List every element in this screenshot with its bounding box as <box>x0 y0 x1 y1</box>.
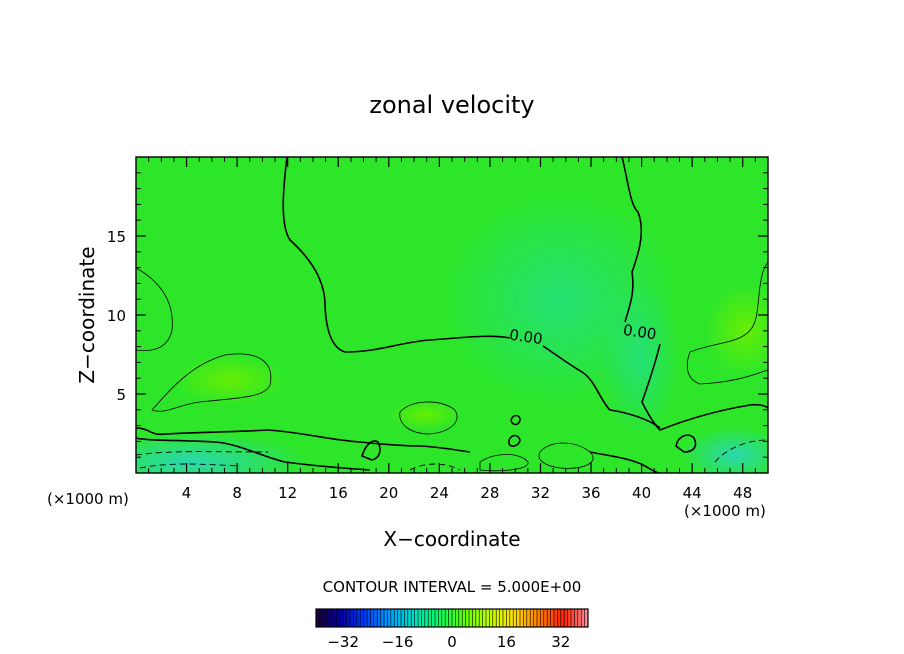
zero-contour <box>136 427 471 453</box>
contour-line-thin <box>479 454 529 472</box>
zero-contour <box>621 157 643 323</box>
contour-line-thin <box>686 261 768 385</box>
y-axis: 5 10 15 <box>107 228 768 404</box>
zero-contour <box>510 414 521 426</box>
y-tick-label: 10 <box>107 307 126 325</box>
zero-contour <box>589 451 661 473</box>
cyan-pool <box>136 432 310 473</box>
x-tick-label: 8 <box>232 484 242 502</box>
contour-line-thin <box>538 442 594 469</box>
cool-core-region <box>600 280 680 440</box>
colorbar-tick-label: 16 <box>497 633 516 651</box>
y-tick-label: 15 <box>107 228 126 246</box>
x-tick-label: 4 <box>182 484 192 502</box>
x-tick-label: 20 <box>379 484 398 502</box>
x-axis: 4 8 12 16 20 24 28 32 36 40 44 48 <box>182 157 752 502</box>
zero-contour <box>641 343 768 431</box>
x-unit-label-left: (×1000 m) <box>47 490 129 508</box>
warm-spot <box>390 400 460 430</box>
zero-contour <box>675 434 697 453</box>
zero-contour <box>136 437 371 471</box>
contour-value-label: 0.00 <box>508 326 544 348</box>
x-tick-label: 12 <box>278 484 297 502</box>
colorbar-tick-label: −16 <box>382 633 414 651</box>
contour-line-thin <box>136 267 173 351</box>
plot-area <box>136 157 768 473</box>
frame-minor-ticks <box>136 157 768 473</box>
cyan-pool <box>680 427 768 473</box>
colorbar-tick-label: 0 <box>447 633 457 651</box>
colorbar-frame <box>315 608 589 628</box>
y-axis-title: Z−coordinate <box>75 246 99 383</box>
contour-line-dashed <box>136 451 269 456</box>
chart-title: zonal velocity <box>369 91 534 119</box>
y-tick-label: 5 <box>116 386 126 404</box>
colorbar-tick-label: −32 <box>327 633 359 651</box>
x-tick-label: 32 <box>531 484 550 502</box>
contour-value-label: 0.00 <box>622 321 658 343</box>
contour-interval-label: CONTOUR INTERVAL = 5.000E+00 <box>323 578 582 596</box>
contour-line-thin <box>151 353 272 412</box>
x-tick-label: 40 <box>632 484 651 502</box>
zero-contour <box>542 345 661 429</box>
contour-line-dashed <box>714 439 768 463</box>
contour-line-thin <box>399 401 458 435</box>
zero-contour <box>282 157 511 353</box>
zero-contour <box>508 434 521 447</box>
x-axis-title: X−coordinate <box>383 527 520 551</box>
x-tick-label: 24 <box>430 484 449 502</box>
zero-contour <box>361 440 381 461</box>
warm-spot <box>175 355 285 405</box>
contour-labels: 0.00 0.00 <box>508 321 657 348</box>
x-tick-label: 44 <box>683 484 702 502</box>
x-tick-label: 48 <box>733 484 752 502</box>
warm-spot <box>705 285 768 375</box>
x-tick-label: 28 <box>480 484 499 502</box>
x-unit-label-right: (×1000 m) <box>684 502 766 520</box>
colorbar: −32 −16 0 16 32 <box>315 608 589 651</box>
x-tick-label: 16 <box>329 484 348 502</box>
x-tick-label: 36 <box>581 484 600 502</box>
colorbar-tick-label: 32 <box>551 633 570 651</box>
